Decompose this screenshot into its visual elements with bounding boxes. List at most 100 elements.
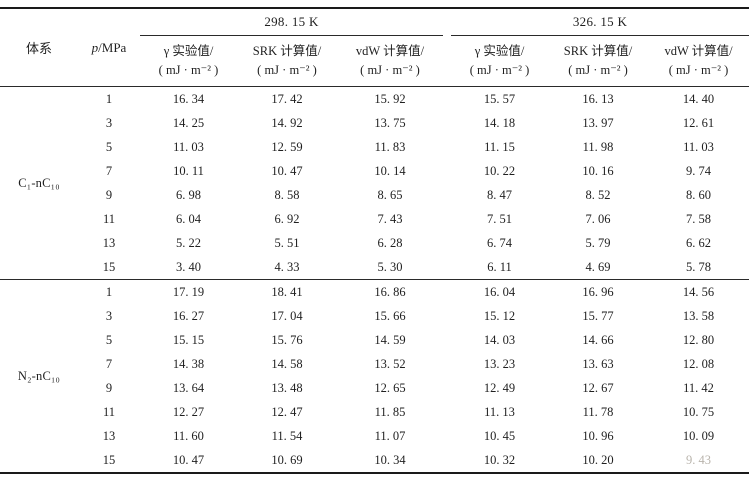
value-cell: 14. 38 — [172, 356, 205, 371]
value-cell: 14. 66 — [582, 332, 614, 347]
table-row: 15 3. 40 4. 33 5. 30 6. 11 4. 69 5. 78 — [0, 255, 749, 280]
value-cell: 5. 30 — [377, 259, 403, 274]
table-row: 3 16. 27 17. 04 15. 66 15. 12 15. 77 13. 58 — [0, 304, 749, 328]
value-cell: 11. 60 — [173, 428, 204, 443]
pressure-cell: 1 — [105, 284, 113, 299]
value-cell: 10. 34 — [374, 452, 406, 467]
value-cell: 8. 52 — [585, 187, 611, 202]
pressure-cell: 5 — [105, 332, 113, 347]
value-cell: 14. 58 — [271, 356, 303, 371]
value-cell: 11. 13 — [484, 404, 515, 419]
value-cell: 13. 58 — [682, 308, 715, 323]
value-cell: 15. 15 — [172, 332, 205, 347]
value-cell: 15. 77 — [582, 308, 614, 323]
value-cell: 11. 98 — [582, 139, 614, 154]
system-label: N₂-nC₁₀ — [17, 368, 61, 383]
value-cell: 5. 79 — [585, 235, 611, 250]
value-cell: 8. 65 — [377, 187, 403, 202]
pressure-cell: 11 — [102, 404, 116, 419]
value-cell: 10. 09 — [682, 428, 715, 443]
column-gap — [443, 280, 451, 305]
pressure-cell: 3 — [105, 115, 113, 130]
value-cell: 5. 51 — [274, 235, 300, 250]
value-cell: 13. 52 — [374, 356, 406, 371]
header-srk-calc-298: SRK 计算值/ ( mJ · m⁻² ) — [237, 36, 337, 87]
value-cell: 10. 20 — [582, 452, 614, 467]
pressure-cell: 13 — [102, 428, 116, 443]
value-cell: 17. 19 — [172, 284, 205, 299]
value-cell: 11. 54 — [271, 428, 303, 443]
value-cell: 16. 96 — [582, 284, 614, 299]
value-cell: 7. 51 — [487, 211, 513, 226]
table-row: 13 11. 60 11. 54 11. 07 10. 45 10. 96 10. 09 — [0, 424, 749, 448]
table-row: 15 10. 47 10. 69 10. 34 10. 32 10. 20 9. 43 — [0, 448, 749, 473]
pressure-cell: 5 — [105, 139, 113, 154]
value-cell: 6. 92 — [274, 211, 300, 226]
column-gap — [443, 352, 451, 376]
col-title: vdW 计算值/ — [664, 43, 733, 58]
value-cell: 17. 04 — [271, 308, 303, 323]
value-cell: 12. 47 — [271, 404, 303, 419]
col-unit: ( mJ · m⁻² ) — [668, 63, 729, 77]
value-cell: 11. 07 — [374, 428, 406, 443]
value-cell: 13. 63 — [582, 356, 614, 371]
value-cell: 15. 12 — [483, 308, 516, 323]
value-cell: 15. 66 — [374, 308, 406, 323]
value-cell: 10. 45 — [483, 428, 516, 443]
value-cell: 11. 03 — [683, 139, 714, 154]
col-title: SRK 计算值/ — [563, 43, 633, 58]
header-srk-calc-326: SRK 计算值/ ( mJ · m⁻² ) — [548, 36, 648, 87]
value-cell: 11. 15 — [484, 139, 515, 154]
column-gap — [443, 207, 451, 231]
col-unit: ( mJ · m⁻² ) — [469, 63, 530, 77]
value-cell: 13. 75 — [374, 115, 406, 130]
value-cell: 16. 34 — [172, 91, 205, 106]
header-temp-298: 298. 15 K — [140, 8, 444, 36]
value-cell: 11. 03 — [173, 139, 204, 154]
value-cell: 15. 76 — [271, 332, 303, 347]
header-gamma-exp-326: γ 实验值/ ( mJ · m⁻² ) — [451, 36, 548, 87]
value-cell: 11. 78 — [582, 404, 614, 419]
system-block: C₁-nC₁₀ 1 16. 34 17. 42 15. 92 15. 57 16. 13 14… — [0, 87, 749, 280]
value-cell: 10. 14 — [374, 163, 406, 178]
table-row: N₂-nC₁₀ 1 17. 19 18. 41 16. 86 16. 04 16. 96 14… — [0, 280, 749, 383]
value-cell: 14. 40 — [682, 91, 715, 106]
value-cell: 10. 75 — [682, 404, 715, 419]
value-cell: 15. 92 — [374, 91, 406, 106]
pressure-cell: 15 — [102, 452, 116, 467]
column-gap — [443, 376, 451, 400]
header-column-gap — [443, 8, 451, 87]
value-cell: 11. 83 — [374, 139, 406, 154]
table-row: 9 6. 98 8. 58 8. 65 8. 47 8. 52 8. 60 — [0, 183, 749, 207]
column-gap — [443, 304, 451, 328]
value-cell: 12. 08 — [682, 356, 715, 371]
value-cell: 10. 69 — [271, 452, 303, 467]
value-cell: 12. 65 — [374, 380, 406, 395]
pressure-cell: 7 — [105, 163, 113, 178]
col-title: vdW 计算值/ — [355, 43, 425, 58]
value-cell: 12. 27 — [172, 404, 205, 419]
value-cell: 6. 04 — [176, 211, 201, 226]
value-cell: 6. 28 — [377, 235, 403, 250]
table-row: 9 13. 64 13. 48 12. 65 12. 49 12. 67 11. 42 — [0, 376, 749, 400]
value-cell: 15. 57 — [483, 91, 516, 106]
header-temp-326: 326. 15 K — [451, 8, 749, 36]
header-pressure: p/MPa — [78, 8, 140, 87]
data-table: 体系 p/MPa 298. 15 K 326. 15 K γ 实验值/ ( mJ… — [0, 7, 749, 474]
column-gap — [443, 424, 451, 448]
value-cell: 16. 86 — [374, 284, 406, 299]
value-cell: 16. 27 — [172, 308, 205, 323]
col-unit: ( mJ · m⁻² ) — [158, 63, 219, 77]
column-gap — [443, 328, 451, 352]
value-cell: 10. 32 — [483, 452, 516, 467]
column-gap — [443, 231, 451, 255]
value-cell: 13. 23 — [483, 356, 516, 371]
table-row: 5 11. 03 12. 59 11. 83 11. 15 11. 98 11. 03 — [0, 135, 749, 159]
value-cell: 12. 61 — [682, 115, 715, 130]
value-cell: 14. 59 — [374, 332, 406, 347]
col-title: γ 实验值/ — [163, 43, 214, 58]
col-title: SRK 计算值/ — [252, 43, 322, 58]
value-cell: 14. 03 — [483, 332, 516, 347]
value-cell: 3. 40 — [176, 259, 201, 274]
table-row: 7 10. 11 10. 47 10. 14 10. 22 10. 16 9. 74 — [0, 159, 749, 183]
